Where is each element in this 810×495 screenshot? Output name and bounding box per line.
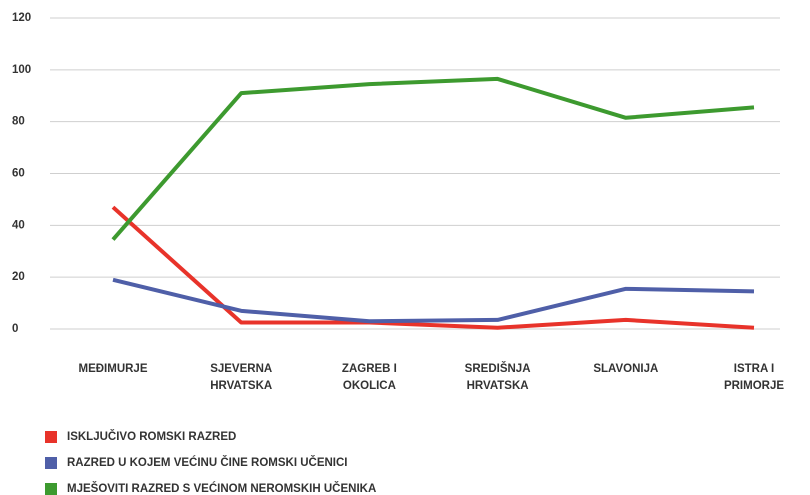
- y-tick-label: 100: [12, 64, 31, 76]
- x-tick-line: SJEVERNA: [210, 363, 272, 375]
- x-tick-label: ZAGREB I OKOLICA: [342, 363, 397, 392]
- y-tick-label: 120: [12, 12, 31, 24]
- x-tick-label: ISTRA I PRIMORJE: [724, 363, 784, 392]
- legend-swatch: [45, 431, 57, 443]
- series-line: [111, 205, 755, 330]
- series-line: [112, 277, 755, 324]
- x-tick-line: PRIMORJE: [724, 380, 784, 392]
- x-tick-line: HRVATSKA: [467, 380, 529, 392]
- x-tick-label: SREDIŠNJA HRVATSKA: [465, 362, 531, 392]
- legend-swatch: [45, 483, 57, 495]
- legend-label: RAZRED U KOJEM VEĆINU ČINE ROMSKI UČENIC…: [67, 456, 348, 469]
- x-tick-line: SREDIŠNJA: [465, 362, 531, 375]
- series-line: [111, 76, 755, 241]
- x-tick-line: ISTRA I: [734, 363, 774, 375]
- y-tick-label: 60: [12, 168, 25, 180]
- x-tick-line: HRVATSKA: [210, 380, 272, 392]
- y-tick-label: 80: [12, 116, 25, 128]
- x-tick-label: SJEVERNA HRVATSKA: [210, 363, 272, 392]
- x-tick-line: OKOLICA: [343, 380, 396, 392]
- legend-label: ISKLJUČIVO ROMSKI RAZRED: [67, 430, 236, 443]
- y-tick-label: 20: [12, 271, 25, 283]
- x-tick-label: MEĐIMURJE: [78, 363, 147, 375]
- y-tick-label: 0: [12, 323, 18, 335]
- x-tick-label: SLAVONIJA: [593, 363, 658, 375]
- legend-swatch: [45, 457, 57, 469]
- x-tick-line: ZAGREB I: [342, 363, 397, 375]
- legend-label: MJEŠOVITI RAZRED S VEĆINOM NEROMSKIH UČE…: [67, 482, 376, 495]
- y-tick-label: 40: [12, 219, 25, 231]
